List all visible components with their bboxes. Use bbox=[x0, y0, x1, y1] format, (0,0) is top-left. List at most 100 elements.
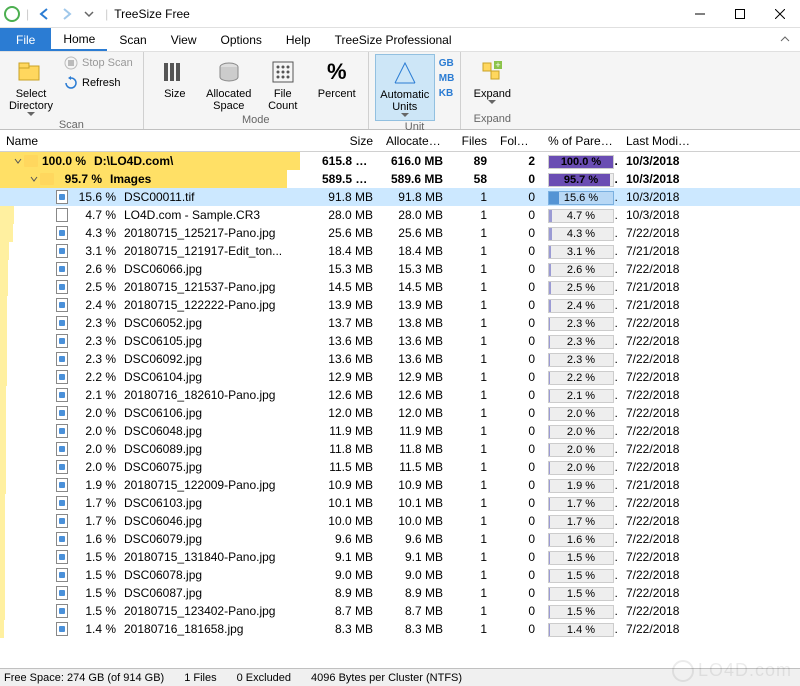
app-icon bbox=[4, 6, 20, 22]
tree-file-row[interactable]: 1.7 %DSC06103.jpg10.1 MB10.1 MB101.7 %7/… bbox=[0, 494, 800, 512]
divider: | bbox=[105, 7, 108, 21]
col-files[interactable]: Files bbox=[450, 134, 494, 148]
file-icon bbox=[56, 550, 68, 564]
file-count-button[interactable]: File Count bbox=[258, 54, 308, 114]
expand-button[interactable]: + Expand bbox=[467, 54, 517, 107]
file-icon bbox=[56, 514, 68, 528]
tree-file-row[interactable]: 1.4 %20180716_181658.jpg8.3 MB8.3 MB101.… bbox=[0, 620, 800, 638]
minimize-button[interactable] bbox=[680, 0, 720, 28]
tree-file-row[interactable]: 1.7 %DSC06046.jpg10.0 MB10.0 MB101.7 %7/… bbox=[0, 512, 800, 530]
back-button[interactable] bbox=[35, 4, 55, 24]
menu-scan[interactable]: Scan bbox=[107, 28, 158, 51]
col-percent[interactable]: % of Parent (... bbox=[542, 134, 620, 148]
item-name: DSC06092.jpg bbox=[124, 352, 202, 366]
menu-home[interactable]: Home bbox=[51, 28, 107, 51]
col-name[interactable]: Name bbox=[0, 134, 316, 148]
tree-file-row[interactable]: 15.6 %DSC00011.tif91.8 MB91.8 MB1015.6 %… bbox=[0, 188, 800, 206]
item-name: 20180716_182610-Pano.jpg bbox=[124, 388, 275, 402]
close-button[interactable] bbox=[760, 0, 800, 28]
collapse-ribbon-button[interactable] bbox=[770, 28, 800, 51]
file-icon bbox=[56, 316, 68, 330]
percent-bar: 2.0 % bbox=[548, 407, 614, 421]
tree-file-row[interactable]: 4.7 %LO4D.com - Sample.CR328.0 MB28.0 MB… bbox=[0, 206, 800, 224]
dropdown-button[interactable] bbox=[79, 4, 99, 24]
tree-file-row[interactable]: 2.2 %DSC06104.jpg12.9 MB12.9 MB102.2 %7/… bbox=[0, 368, 800, 386]
file-icon bbox=[56, 190, 68, 204]
menu-treesize-professional[interactable]: TreeSize Professional bbox=[323, 28, 464, 51]
tree-file-row[interactable]: 1.5 %DSC06087.jpg8.9 MB8.9 MB101.5 %7/22… bbox=[0, 584, 800, 602]
tree-folder-row[interactable]: 100.0 %D:\LO4D.com\615.8 MB616.0 MB89210… bbox=[0, 152, 800, 170]
tree-file-row[interactable]: 3.1 %20180715_121917-Edit_ton...18.4 MB1… bbox=[0, 242, 800, 260]
col-modified[interactable]: Last Modified bbox=[620, 134, 700, 148]
col-size[interactable]: Size bbox=[316, 134, 380, 148]
col-allocated[interactable]: Allocated bbox=[380, 134, 450, 148]
forward-button[interactable] bbox=[57, 4, 77, 24]
size-button[interactable]: Size bbox=[150, 54, 200, 102]
file-icon bbox=[56, 406, 68, 420]
folder-icon bbox=[24, 155, 38, 167]
tree-file-row[interactable]: 1.9 %20180715_122009-Pano.jpg10.9 MB10.9… bbox=[0, 476, 800, 494]
menu-options[interactable]: Options bbox=[209, 28, 274, 51]
menu-file[interactable]: File bbox=[0, 28, 51, 51]
tree-file-row[interactable]: 2.0 %DSC06075.jpg11.5 MB11.5 MB102.0 %7/… bbox=[0, 458, 800, 476]
tree-file-row[interactable]: 1.5 %20180715_131840-Pano.jpg9.1 MB9.1 M… bbox=[0, 548, 800, 566]
refresh-button[interactable]: Refresh bbox=[60, 74, 137, 92]
item-name: 20180715_122222-Pano.jpg bbox=[124, 298, 275, 312]
percent-bar: 1.5 % bbox=[548, 569, 614, 583]
tree-file-row[interactable]: 1.5 %20180715_123402-Pano.jpg8.7 MB8.7 M… bbox=[0, 602, 800, 620]
percent-bar: 2.0 % bbox=[548, 425, 614, 439]
chevron-down-icon[interactable] bbox=[28, 174, 40, 184]
item-name: DSC06066.jpg bbox=[124, 262, 202, 276]
tree-file-row[interactable]: 2.3 %DSC06052.jpg13.7 MB13.8 MB102.3 %7/… bbox=[0, 314, 800, 332]
tree-folder-row[interactable]: 95.7 %Images589.5 MB589.6 MB58095.7 %10/… bbox=[0, 170, 800, 188]
tree-file-row[interactable]: 2.3 %DSC06105.jpg13.6 MB13.6 MB102.3 %7/… bbox=[0, 332, 800, 350]
tree-file-row[interactable]: 2.0 %DSC06048.jpg11.9 MB11.9 MB102.0 %7/… bbox=[0, 422, 800, 440]
item-name: 20180715_122009-Pano.jpg bbox=[124, 478, 275, 492]
tree-file-row[interactable]: 1.6 %DSC06079.jpg9.6 MB9.6 MB101.6 %7/22… bbox=[0, 530, 800, 548]
file-icon bbox=[56, 424, 68, 438]
mb-button[interactable]: MB bbox=[439, 73, 455, 84]
file-icon bbox=[56, 496, 68, 510]
percent-bar: 1.5 % bbox=[548, 605, 614, 619]
menu-help[interactable]: Help bbox=[274, 28, 323, 51]
ribbon-group-expand: + Expand Expand bbox=[461, 52, 523, 129]
status-free-space: Free Space: 274 GB (of 914 GB) bbox=[4, 672, 164, 684]
tree-file-row[interactable]: 2.0 %DSC06106.jpg12.0 MB12.0 MB102.0 %7/… bbox=[0, 404, 800, 422]
menu-view[interactable]: View bbox=[159, 28, 209, 51]
window-title: TreeSize Free bbox=[114, 7, 190, 21]
col-folders[interactable]: Folders bbox=[494, 134, 542, 148]
ribbon-group-scan: Select Directory Stop Scan Refresh Scan bbox=[0, 52, 144, 129]
item-name: D:\LO4D.com\ bbox=[94, 154, 173, 168]
percent-button[interactable]: % Percent bbox=[312, 54, 362, 102]
percent-bar: 4.3 % bbox=[548, 227, 614, 241]
statusbar: Free Space: 274 GB (of 914 GB) 1 Files 0… bbox=[0, 668, 800, 686]
kb-button[interactable]: KB bbox=[439, 88, 455, 99]
file-icon bbox=[56, 622, 68, 636]
automatic-units-button[interactable]: Automatic Units bbox=[375, 54, 435, 121]
item-name: DSC06052.jpg bbox=[124, 316, 202, 330]
tree-file-row[interactable]: 2.6 %DSC06066.jpg15.3 MB15.3 MB102.6 %7/… bbox=[0, 260, 800, 278]
tree-file-row[interactable]: 1.5 %DSC06078.jpg9.0 MB9.0 MB101.5 %7/22… bbox=[0, 566, 800, 584]
chevron-down-icon[interactable] bbox=[12, 156, 24, 166]
file-icon bbox=[56, 370, 68, 384]
file-icon bbox=[56, 532, 68, 546]
file-icon bbox=[56, 226, 68, 240]
allocated-space-button[interactable]: Allocated Space bbox=[204, 54, 254, 114]
select-directory-button[interactable]: Select Directory bbox=[6, 54, 56, 119]
percent-bar: 2.1 % bbox=[548, 389, 614, 403]
tree-file-row[interactable]: 2.4 %20180715_122222-Pano.jpg13.9 MB13.9… bbox=[0, 296, 800, 314]
item-name: DSC06104.jpg bbox=[124, 370, 202, 384]
item-name: 20180715_131840-Pano.jpg bbox=[124, 550, 275, 564]
maximize-button[interactable] bbox=[720, 0, 760, 28]
tree-file-row[interactable]: 2.3 %DSC06092.jpg13.6 MB13.6 MB102.3 %7/… bbox=[0, 350, 800, 368]
tree-file-row[interactable]: 4.3 %20180715_125217-Pano.jpg25.6 MB25.6… bbox=[0, 224, 800, 242]
tree-file-row[interactable]: 2.5 %20180715_121537-Pano.jpg14.5 MB14.5… bbox=[0, 278, 800, 296]
tree-file-row[interactable]: 2.0 %DSC06089.jpg11.8 MB11.8 MB102.0 %7/… bbox=[0, 440, 800, 458]
stop-scan-button[interactable]: Stop Scan bbox=[60, 54, 137, 72]
tree-file-row[interactable]: 2.1 %20180716_182610-Pano.jpg12.6 MB12.6… bbox=[0, 386, 800, 404]
gb-button[interactable]: GB bbox=[439, 58, 455, 69]
percent-bar: 2.3 % bbox=[548, 335, 614, 349]
file-icon bbox=[56, 478, 68, 492]
item-name: 20180715_123402-Pano.jpg bbox=[124, 604, 275, 618]
percent-bar: 2.0 % bbox=[548, 461, 614, 475]
